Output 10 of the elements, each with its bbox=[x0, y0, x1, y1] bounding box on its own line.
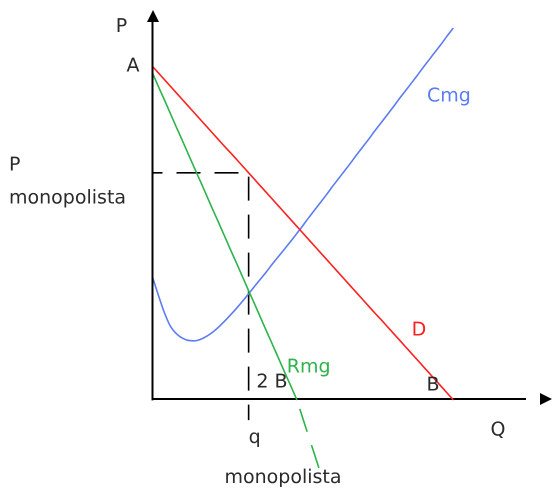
text: A bbox=[126, 54, 140, 76]
text: P monopolista bbox=[9, 154, 126, 209]
annotation: q monopolista bbox=[224, 426, 342, 488]
annotation: 2 B bbox=[256, 370, 288, 392]
y-axis-title: P bbox=[116, 14, 128, 37]
annotation: B bbox=[426, 373, 440, 396]
series-label: Rmg bbox=[286, 355, 331, 378]
x-axis-title: Q bbox=[490, 418, 506, 440]
series-label: D bbox=[412, 318, 426, 340]
series-label: Cmg bbox=[426, 84, 471, 106]
